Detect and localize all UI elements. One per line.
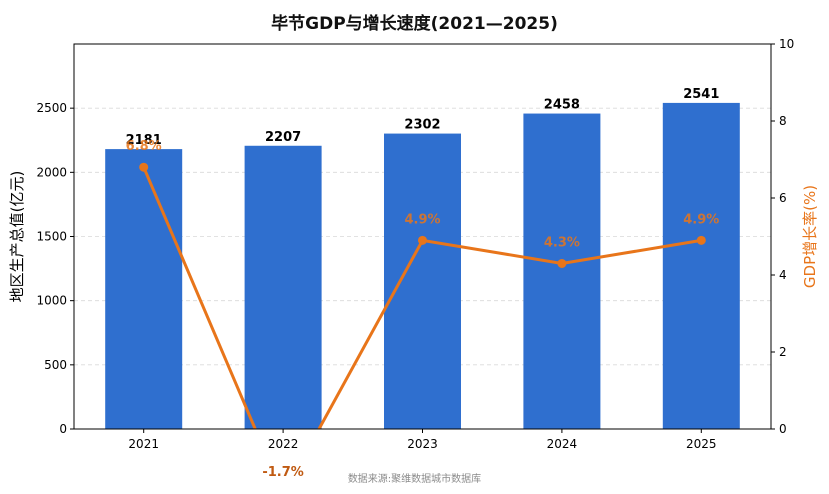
- bar: [523, 113, 601, 429]
- y2-tick-label: 6: [779, 191, 787, 205]
- bar-value-label: 2541: [683, 87, 719, 102]
- x-tick-label: 2025: [686, 437, 717, 451]
- y2-tick-label: 4: [779, 268, 787, 282]
- growth-value-label: 4.9%: [404, 212, 440, 227]
- y-tick-label: 2500: [36, 101, 67, 115]
- bar-value-label: 2181: [126, 133, 162, 148]
- growth-value-label: 4.3%: [544, 235, 580, 250]
- axes: 0 500 1000 1500 2000 2500 0 2 4 6 8 10 2021 2022 2023 2…: [8, 37, 819, 451]
- bar: [384, 133, 461, 429]
- y-tick-label: 1000: [36, 294, 67, 308]
- bar-value-label: 2458: [544, 98, 580, 113]
- y2-tick-label: 8: [779, 114, 787, 128]
- growth-value-label: -1.7%: [262, 465, 303, 480]
- growth-line-series: [139, 162, 706, 429]
- bar: [662, 102, 740, 429]
- bar-value-label: 2302: [404, 118, 440, 133]
- bar: [244, 145, 322, 430]
- y2-tick-label: 10: [779, 37, 794, 51]
- bar-series: [105, 102, 740, 430]
- x-tick-label: 2022: [268, 437, 299, 451]
- bar-value-label: 2207: [265, 130, 301, 145]
- x-tick-label: 2021: [128, 437, 159, 451]
- bar: [105, 149, 183, 430]
- growth-point: [557, 258, 567, 268]
- growth-value-label: 4.9%: [683, 212, 719, 227]
- y2-tick-label: 0: [779, 422, 787, 436]
- y-tick-label: 1500: [36, 230, 67, 244]
- growth-point: [418, 235, 427, 245]
- growth-point: [696, 235, 706, 245]
- y-axis-title: 地区生产总值(亿元): [8, 171, 26, 303]
- chart-title: 毕节GDP与增长速度(2021—2025): [271, 14, 558, 34]
- data-labels: 2181 2207 2302 2458 2541 6.8% -1.7% 4.9% 4.3% 4.9…: [126, 87, 720, 480]
- y-tick-label: 2000: [36, 165, 67, 179]
- y2-tick-label: 2: [779, 345, 787, 359]
- x-tick-label: 2023: [407, 437, 438, 451]
- x-tick-label: 2024: [547, 437, 578, 451]
- growth-point: [139, 162, 149, 172]
- data-source-note: 数据来源:聚维数据城市数据库: [347, 474, 482, 485]
- growth-value-label: 6.8%: [126, 139, 162, 154]
- y2-axis-title: GDP增长率(%): [801, 185, 819, 288]
- y-tick-label: 0: [59, 422, 67, 436]
- y-tick-label: 500: [44, 358, 67, 372]
